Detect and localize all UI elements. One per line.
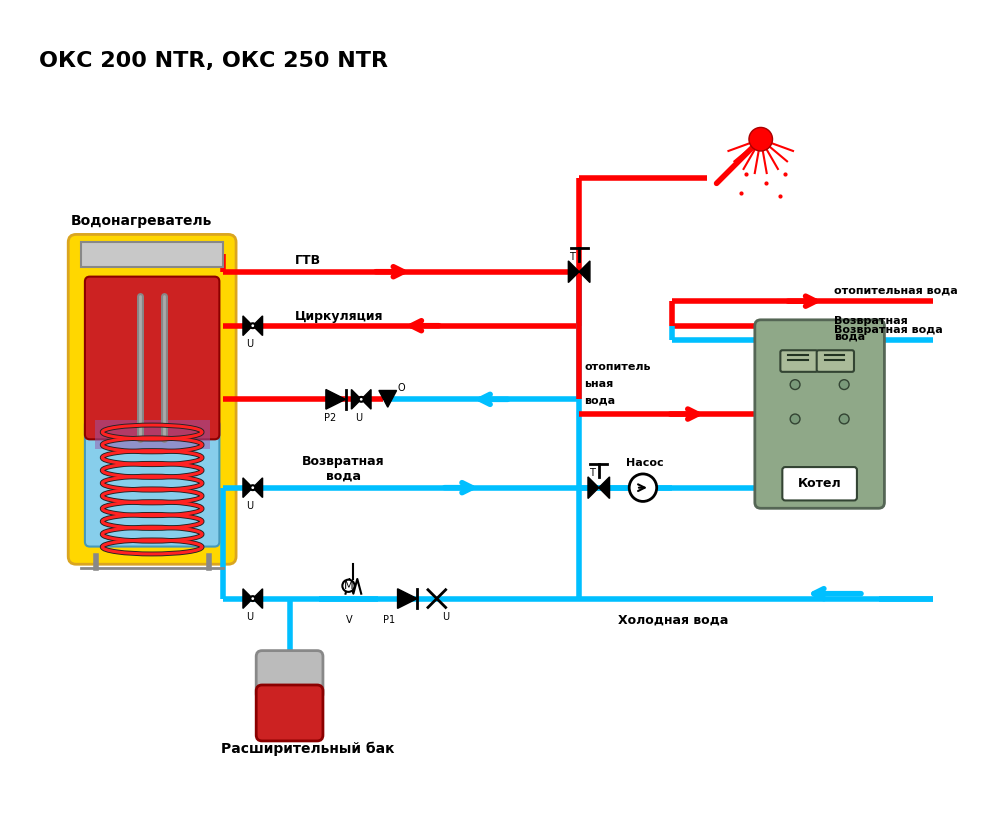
Text: ьная: ьная <box>584 379 613 389</box>
Text: O: O <box>398 384 405 394</box>
FancyBboxPatch shape <box>817 350 854 372</box>
Circle shape <box>250 596 255 601</box>
Text: V: V <box>345 615 352 626</box>
Circle shape <box>629 474 656 501</box>
Circle shape <box>839 379 849 389</box>
Text: вода: вода <box>834 331 866 341</box>
Polygon shape <box>326 389 345 409</box>
Polygon shape <box>243 316 253 335</box>
FancyBboxPatch shape <box>780 350 818 372</box>
FancyBboxPatch shape <box>256 685 323 741</box>
Text: P1: P1 <box>383 615 395 626</box>
Text: U: U <box>246 612 253 622</box>
Circle shape <box>790 379 800 389</box>
Text: P2: P2 <box>324 413 337 423</box>
Polygon shape <box>569 261 580 283</box>
Text: T: T <box>570 252 576 262</box>
Polygon shape <box>253 478 263 498</box>
Text: ОКС 200 NTR, ОКС 250 NTR: ОКС 200 NTR, ОКС 250 NTR <box>39 51 389 71</box>
Circle shape <box>790 414 800 424</box>
Text: Расширительный бак: Расширительный бак <box>220 741 395 756</box>
Bar <box>94 420 210 450</box>
Text: Возвратная вода: Возвратная вода <box>834 324 943 334</box>
Polygon shape <box>253 316 263 335</box>
Text: M: M <box>343 580 353 590</box>
Polygon shape <box>599 477 609 499</box>
Text: вода: вода <box>584 395 615 405</box>
Polygon shape <box>580 261 590 283</box>
FancyBboxPatch shape <box>782 467 857 500</box>
Circle shape <box>359 397 364 402</box>
Text: отопительная вода: отопительная вода <box>834 285 958 295</box>
Text: Котел: Котел <box>798 477 841 490</box>
FancyBboxPatch shape <box>85 420 219 546</box>
Polygon shape <box>243 589 253 609</box>
Text: отопитель: отопитель <box>584 362 650 372</box>
Text: Возвратная
вода: Возвратная вода <box>302 455 385 483</box>
Polygon shape <box>243 478 253 498</box>
FancyBboxPatch shape <box>68 234 236 565</box>
Bar <box>81 242 223 267</box>
Text: T: T <box>589 468 595 478</box>
Text: U: U <box>442 612 449 622</box>
Text: U: U <box>246 339 253 349</box>
Text: U: U <box>355 413 362 423</box>
Polygon shape <box>253 589 263 609</box>
Text: Водонагреватель: Водонагреватель <box>71 214 213 228</box>
Text: Холодная вода: Холодная вода <box>618 613 729 626</box>
Polygon shape <box>588 477 599 499</box>
Text: U: U <box>246 501 253 511</box>
Text: ГТВ: ГТВ <box>294 254 321 267</box>
Polygon shape <box>351 389 361 409</box>
Circle shape <box>250 485 255 490</box>
Polygon shape <box>398 589 417 609</box>
Polygon shape <box>379 390 397 407</box>
Polygon shape <box>361 389 371 409</box>
Circle shape <box>839 414 849 424</box>
FancyBboxPatch shape <box>85 277 219 440</box>
Circle shape <box>250 324 255 328</box>
Text: Возвратная: Возвратная <box>834 316 908 326</box>
FancyBboxPatch shape <box>256 651 323 700</box>
Text: Насос: Насос <box>626 458 664 468</box>
Circle shape <box>749 128 772 151</box>
Text: Циркуляция: Циркуляция <box>294 309 383 323</box>
FancyBboxPatch shape <box>755 319 885 508</box>
